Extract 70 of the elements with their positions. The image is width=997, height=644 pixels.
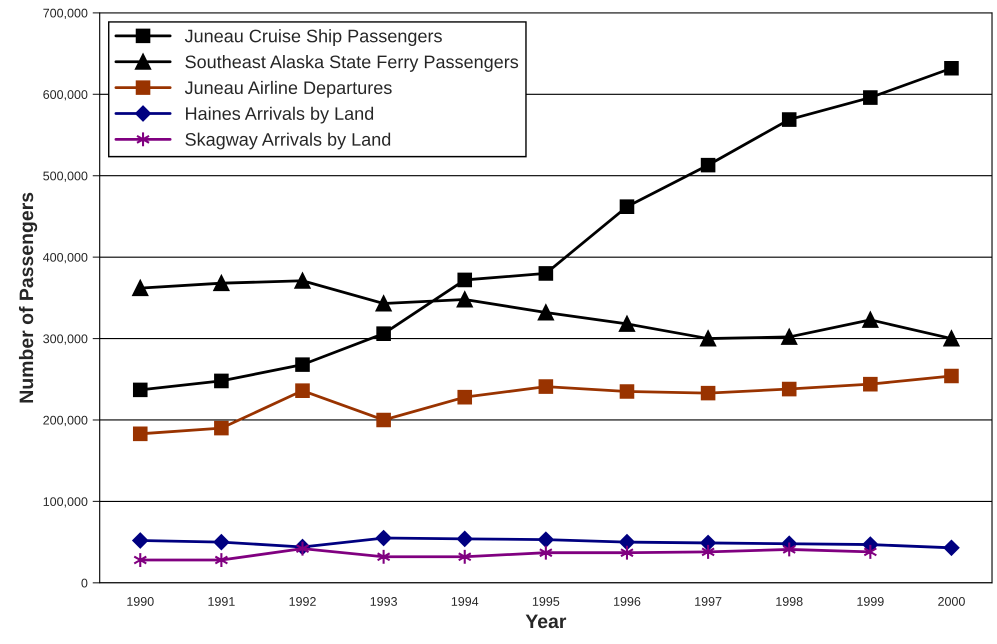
- point: [132, 280, 148, 296]
- x-tick-label: 1996: [614, 597, 640, 606]
- x-tick-label: 2000: [938, 597, 965, 606]
- point: [781, 328, 798, 345]
- point: [944, 60, 959, 76]
- point: [944, 540, 960, 556]
- point: [782, 112, 797, 127]
- point: [538, 532, 554, 548]
- point: [376, 296, 392, 312]
- point: [457, 272, 472, 288]
- point: [132, 382, 148, 398]
- y-tick-label: 0: [81, 578, 88, 588]
- point: [538, 304, 554, 320]
- point: [456, 291, 473, 308]
- x-tick-label: 1990: [127, 597, 154, 606]
- point: [376, 326, 391, 341]
- point: [619, 534, 635, 550]
- point: [294, 272, 310, 289]
- point: [132, 426, 148, 442]
- x-tick-label: 1997: [695, 597, 722, 606]
- y-tick-label: 200,000: [43, 416, 88, 426]
- point: [213, 534, 230, 550]
- point: [214, 420, 229, 436]
- point: [700, 386, 716, 400]
- point: [863, 376, 878, 392]
- point: [620, 199, 634, 214]
- y-tick-label: 100,000: [44, 497, 88, 508]
- point: [457, 390, 472, 404]
- point: [213, 275, 230, 292]
- point: [458, 548, 472, 565]
- y-tick-label: 600,000: [43, 90, 88, 100]
- x-tick-label: 1991: [208, 597, 235, 606]
- legend-label: Haines Arrivals by Land: [186, 106, 374, 124]
- x-tick-label: 1993: [370, 597, 397, 606]
- x-tick-label: 1994: [452, 597, 478, 606]
- point: [538, 266, 554, 281]
- point: [863, 90, 878, 105]
- x-tick-label: 1998: [776, 597, 803, 606]
- point: [295, 357, 310, 372]
- legend-label: Skagway Arrivals by Land: [185, 132, 390, 150]
- y-tick-label: 300,000: [43, 334, 88, 345]
- y-axis-title: Number of Passengers: [18, 192, 38, 402]
- point: [538, 379, 554, 394]
- point: [456, 530, 473, 547]
- y-tick-label: 500,000: [43, 172, 88, 182]
- x-axis-title: Year: [526, 614, 566, 628]
- point: [133, 552, 148, 568]
- x-tick-label: 1995: [532, 597, 560, 606]
- x-tick-label: 1992: [290, 597, 316, 606]
- point: [295, 383, 310, 398]
- y-tick-label: 400,000: [43, 252, 88, 264]
- legend-label: Juneau Cruise Ship Passengers: [184, 29, 442, 46]
- point: [862, 312, 878, 328]
- x-tick-label: 1999: [857, 597, 884, 606]
- point: [782, 382, 797, 396]
- point: [214, 374, 229, 388]
- point: [376, 412, 391, 428]
- legend-label: Southeast Alaska State Ferry Passengers: [185, 54, 518, 72]
- point: [700, 535, 716, 551]
- legend-label: Juneau Airline Departures: [184, 80, 392, 98]
- point: [700, 158, 716, 172]
- y-tick-label: 700,000: [43, 8, 88, 20]
- point: [782, 541, 796, 558]
- point: [943, 330, 960, 347]
- point: [700, 330, 716, 347]
- point: [620, 384, 634, 399]
- point: [376, 530, 392, 546]
- point: [132, 532, 148, 548]
- point: [944, 368, 959, 384]
- point: [618, 316, 635, 332]
